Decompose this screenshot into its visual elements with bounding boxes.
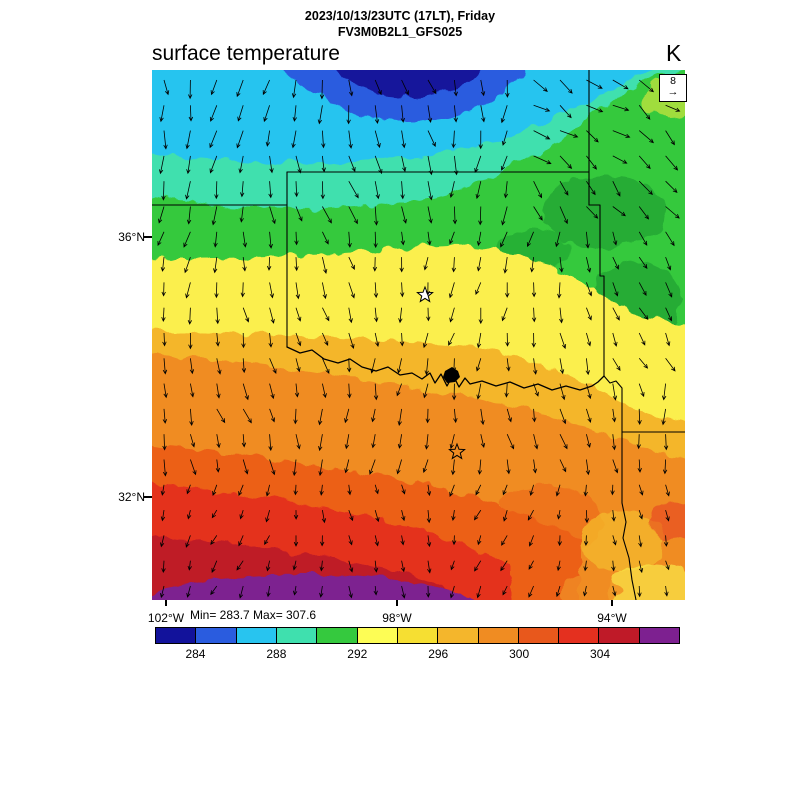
star-marker-north: [416, 285, 434, 303]
wind-arrow-glyphs: [157, 79, 681, 599]
colorbar-segment: [276, 628, 318, 643]
colorbar-segment: [236, 628, 277, 643]
star-marker-south: [448, 442, 466, 460]
wind-reference-value: 8: [670, 75, 676, 87]
state-borders: [152, 70, 685, 600]
colorbar-tick-label: 284: [185, 647, 206, 661]
temperature-field: [152, 70, 685, 600]
lon-label-94w: 94°W: [597, 611, 627, 625]
colorbar-tick-label: 296: [428, 647, 449, 661]
colorbar-tick-labels: 284 288 292 296 300 304: [155, 647, 681, 663]
colorbar-segment: [518, 628, 560, 643]
colorbar-segment: [317, 628, 358, 643]
colorbar-segment: [438, 628, 479, 643]
colorbar-segment: [357, 628, 398, 643]
lat-label-36n: 36°N: [118, 230, 145, 244]
colorbar-tick-label: 292: [347, 647, 368, 661]
temperature-map-svg: [152, 70, 685, 600]
colorbar: [155, 627, 680, 644]
lon-label-102w: 102°W: [147, 611, 185, 625]
lake-blob: [443, 367, 460, 383]
unit-label: K: [666, 40, 682, 66]
lon-label-98w: 98°W: [382, 611, 412, 625]
wind-reference-arrow-icon: →: [667, 86, 679, 98]
colorbar-segment: [639, 628, 680, 643]
plot-title: surface temperature: [152, 42, 340, 65]
model-name-header: FV3M0B2L1_GFS025: [337, 25, 463, 39]
colorbar-segment: [559, 628, 600, 643]
lat-tick-36n: [144, 236, 152, 238]
colorbar-segment: [196, 628, 237, 643]
lon-tick-98w: [396, 600, 398, 606]
wind-reference-box: 8 →: [659, 74, 687, 102]
wind-arrows: [157, 79, 681, 599]
lat-tick-32n: [144, 496, 152, 498]
map-canvas: [152, 70, 685, 600]
min-max-stats: Min= 283.7 Max= 307.6: [190, 608, 317, 622]
colorbar-segment: [397, 628, 439, 643]
colorbar-tick-label: 288: [266, 647, 287, 661]
lat-label-32n: 32°N: [118, 490, 145, 504]
colorbar-segment: [478, 628, 519, 643]
colorbar-segment: [156, 628, 197, 643]
red-river-border: [286, 346, 605, 391]
lon-tick-94w: [611, 600, 613, 606]
lon-tick-102w: [165, 600, 167, 606]
colorbar-tick-label: 300: [509, 647, 530, 661]
colorbar-tick-label: 304: [590, 647, 611, 661]
valid-time-header: 2023/10/13/23UTC (17LT), Friday: [304, 9, 496, 23]
colorbar-segment: [599, 628, 640, 643]
